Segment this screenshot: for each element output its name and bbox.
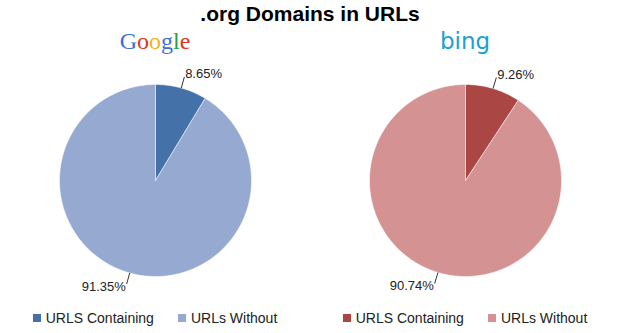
html-text:bing: bing <box>439 28 491 54</box>
html-text:URLs Without: URLs Without <box>190 310 278 326</box>
svg-text:91.35%: 91.35% <box>82 279 127 294</box>
svg-text:8.65%: 8.65% <box>185 66 222 81</box>
html-text:.org Domains in URLs: .org Domains in URLs <box>200 2 420 25</box>
svg-text:90.74%: 90.74% <box>390 278 435 293</box>
html-text:URLs Without: URLs Without <box>500 310 588 326</box>
svg-text:9.26%: 9.26% <box>497 67 534 82</box>
html-text:URLS Containing: URLS Containing <box>45 310 154 326</box>
html-text:URLS Containing: URLS Containing <box>355 310 464 326</box>
html-text:G o o g l e: G o o g l e <box>119 28 191 54</box>
